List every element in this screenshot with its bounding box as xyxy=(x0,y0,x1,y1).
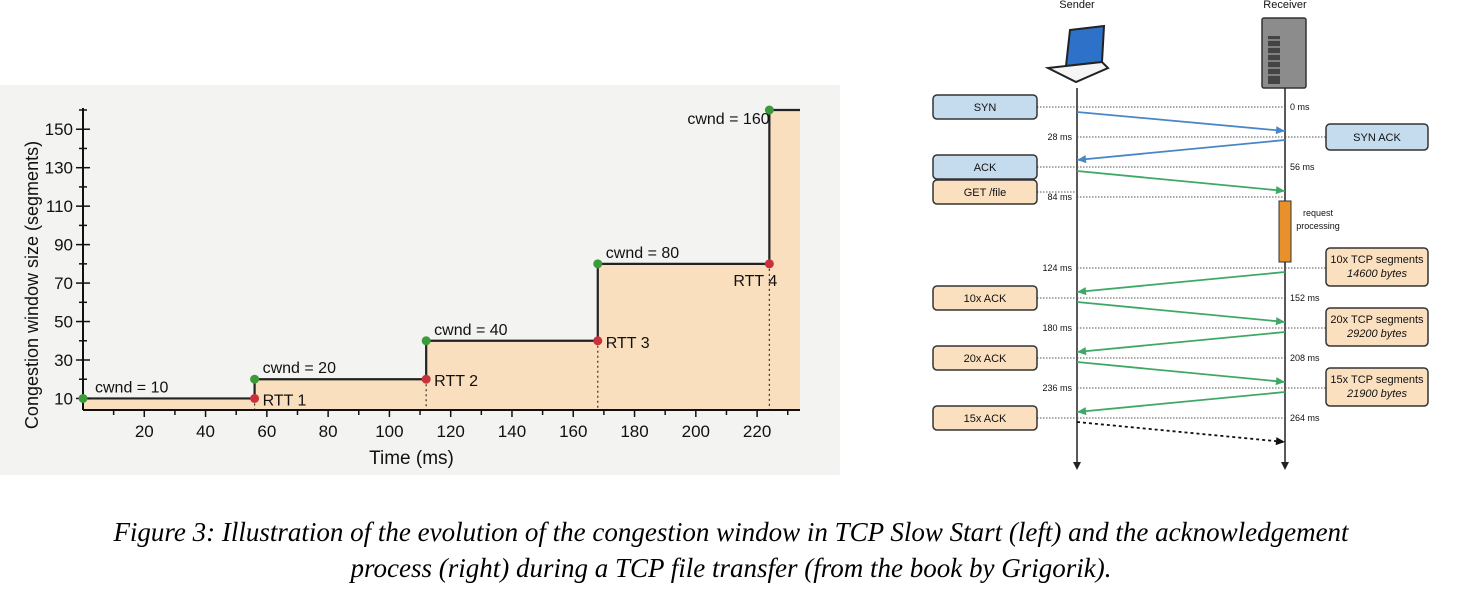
x-tick-label: 80 xyxy=(319,422,338,441)
rtt-label: RTT 4 xyxy=(733,273,777,290)
cwnd-label: cwnd = 80 xyxy=(606,245,679,262)
right-message-label: 14600 bytes xyxy=(1347,268,1407,280)
right-message-box xyxy=(1325,307,1429,347)
x-tick-label: 120 xyxy=(437,422,465,441)
rtt-end-point xyxy=(593,336,603,346)
right-message-box xyxy=(1325,367,1429,407)
right-message-label: 21900 bytes xyxy=(1346,388,1407,400)
x-tick-label: 20 xyxy=(135,422,154,441)
left-message-box xyxy=(932,154,1038,180)
server-icon xyxy=(1261,17,1307,89)
ack-arrow-2 xyxy=(1076,361,1286,386)
tcp-sequence-diagram: Sender Receiver 28 ms 84 ms 124 ms 180 ms 236 … xyxy=(932,0,1429,470)
cwnd-step-line xyxy=(83,108,800,400)
sender-label: Sender xyxy=(1059,0,1095,11)
y-tick-label: 10 xyxy=(54,389,73,408)
left-message-label: 20x ACK xyxy=(964,353,1007,365)
left-message-box xyxy=(932,285,1038,311)
laptop-icon xyxy=(1044,24,1110,84)
cwnd-label: cwnd = 40 xyxy=(434,322,507,339)
syn-ack-arrow xyxy=(1076,139,1286,164)
sender-time-label: 84 ms xyxy=(1047,192,1072,202)
request-arrow xyxy=(1076,170,1286,195)
slow-start-chart-panel: 20 40 60 80 100 120 140 160 180 200 220 10 30 50 70 90 1… xyxy=(0,85,840,475)
cwnd-start-point xyxy=(78,393,88,403)
rtt-label: RTT 3 xyxy=(606,335,650,352)
ack-arrow-1 xyxy=(1076,301,1286,326)
left-message-box xyxy=(932,405,1038,431)
receiver-time-label: 0 ms xyxy=(1290,102,1310,112)
receiver-time-label: 56 ms xyxy=(1290,162,1315,172)
right-message-box xyxy=(1325,247,1429,287)
sender-time-label: 28 ms xyxy=(1047,132,1072,142)
x-tick-label: 40 xyxy=(196,422,215,441)
ack-arrow-3 xyxy=(1076,421,1286,446)
left-message-label: 15x ACK xyxy=(964,413,1007,425)
sender-time-label: 124 ms xyxy=(1042,263,1072,273)
left-message-box xyxy=(932,94,1038,120)
x-tick-label: 200 xyxy=(682,422,710,441)
processing-label: processing xyxy=(1296,221,1340,231)
right-message-label: 29200 bytes xyxy=(1346,328,1407,340)
x-tick-label: 60 xyxy=(257,422,276,441)
x-tick-label: 160 xyxy=(559,422,587,441)
right-message-label: 10x TCP segments xyxy=(1330,254,1424,266)
y-tick-label: 30 xyxy=(54,351,73,370)
syn-arrow xyxy=(1076,111,1286,135)
y-tick-label: 150 xyxy=(45,120,73,139)
y-tick-label: 130 xyxy=(45,159,73,178)
right-message-label: 20x TCP segments xyxy=(1330,314,1424,326)
segments-arrow-3 xyxy=(1076,391,1286,416)
sender-lifeline-arrow xyxy=(1073,462,1081,470)
rtt-end-point xyxy=(421,374,431,384)
y-axis-label: Congestion window size (segments) xyxy=(22,141,42,429)
x-tick-label: 180 xyxy=(620,422,648,441)
cwnd-label: cwnd = 20 xyxy=(263,360,336,377)
left-message-label: GET /file xyxy=(964,187,1007,199)
x-axis-label: Time (ms) xyxy=(369,448,454,469)
cwnd-label: cwnd = 160 xyxy=(687,111,769,128)
y-tick-label: 50 xyxy=(54,313,73,332)
left-message-box xyxy=(932,345,1038,371)
rtt-label: RTT 1 xyxy=(263,392,307,409)
right-message-box xyxy=(1325,123,1429,151)
y-tick-label: 110 xyxy=(46,197,73,216)
processing-label: request xyxy=(1303,208,1334,218)
rtt-label: RTT 2 xyxy=(434,373,478,390)
receiver-time-label: 152 ms xyxy=(1290,293,1320,303)
figure-caption-line-1: Figure 3: Illustration of the evolution … xyxy=(113,517,1349,547)
left-message-label: 10x ACK xyxy=(964,293,1007,305)
left-message-label: SYN xyxy=(974,102,997,114)
cwnd-start-point xyxy=(593,259,603,269)
receiver-label: Receiver xyxy=(1263,0,1307,11)
cwnd-start-point xyxy=(250,374,260,384)
receiver-time-label: 264 ms xyxy=(1290,413,1320,423)
cwnd-start-point xyxy=(421,336,431,346)
y-tick-label: 90 xyxy=(54,236,73,255)
receiver-lifeline-arrow xyxy=(1281,462,1289,470)
cwnd-start-point xyxy=(764,105,774,115)
segments-arrow-1 xyxy=(1076,271,1286,296)
slow-start-chart: 20 40 60 80 100 120 140 160 180 200 220 10 30 50 70 90 1… xyxy=(22,105,800,469)
segments-arrow-2 xyxy=(1076,331,1286,356)
left-message-box xyxy=(932,179,1038,205)
left-message-label: ACK xyxy=(974,162,997,174)
cwnd-label: cwnd = 10 xyxy=(95,379,168,396)
sender-time-label: 236 ms xyxy=(1042,383,1072,393)
processing-block xyxy=(1278,200,1292,263)
rtt-end-point xyxy=(764,259,774,269)
x-tick-label: 140 xyxy=(498,422,526,441)
x-tick-label: 220 xyxy=(743,422,771,441)
y-tick-label: 70 xyxy=(54,274,73,293)
cwnd-area-fill xyxy=(83,110,800,410)
sender-time-label: 180 ms xyxy=(1042,323,1072,333)
right-message-label: SYN ACK xyxy=(1353,132,1401,144)
rtt-end-point xyxy=(250,393,260,403)
right-message-label: 15x TCP segments xyxy=(1330,374,1424,386)
receiver-time-label: 208 ms xyxy=(1290,353,1320,363)
figure-caption-line-2: process (right) during a TCP file transf… xyxy=(350,553,1112,583)
x-tick-label: 100 xyxy=(375,422,403,441)
